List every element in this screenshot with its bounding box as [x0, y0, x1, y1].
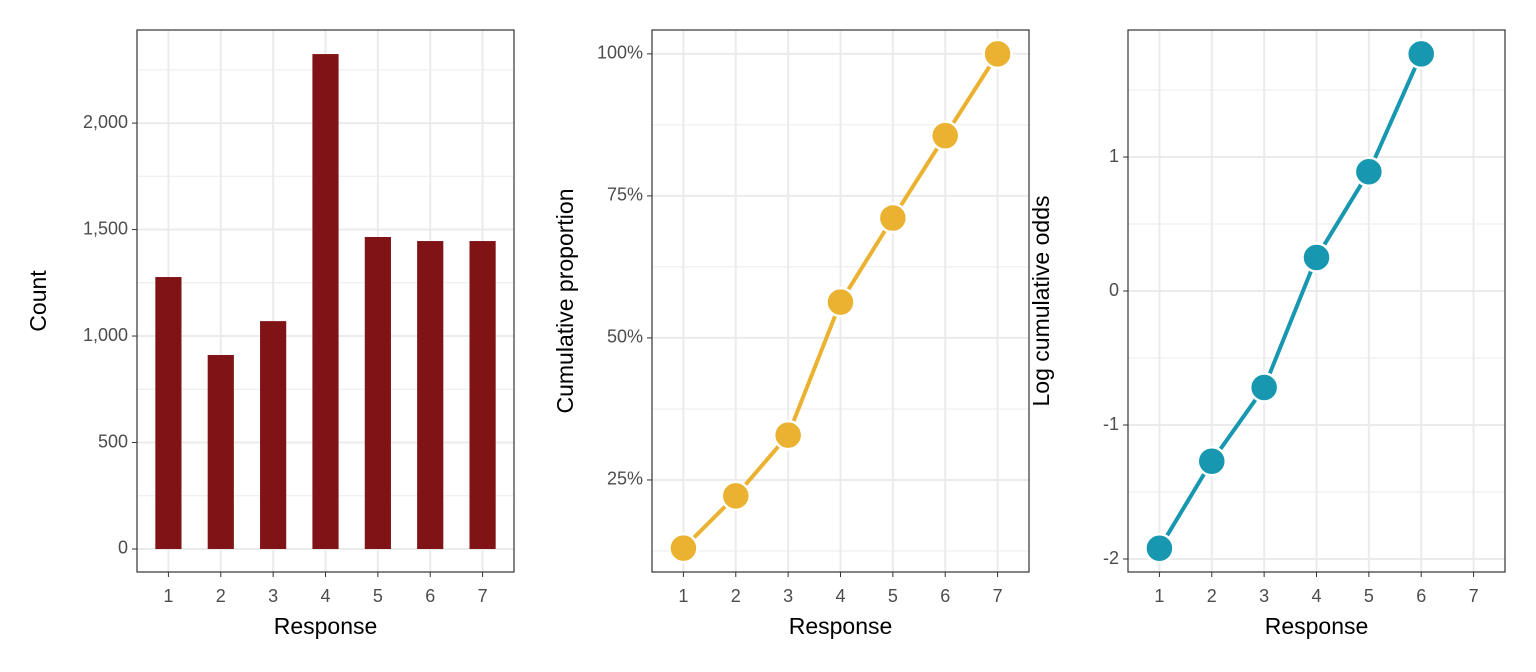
- x-tick-label: 4: [1311, 586, 1321, 606]
- point: [1301, 242, 1332, 273]
- point: [772, 419, 804, 451]
- x-axis-title: Response: [789, 613, 893, 639]
- x-axis-title: Response: [274, 613, 378, 639]
- y-tick-label: 1,000: [83, 325, 128, 345]
- bar: [207, 354, 234, 549]
- y-tick-label: 25%: [607, 469, 643, 489]
- x-tick-label: 4: [320, 586, 330, 606]
- x-tick-label: 6: [940, 586, 950, 606]
- x-tick-label: 5: [888, 586, 898, 606]
- bar: [312, 54, 339, 549]
- point: [1196, 445, 1228, 477]
- panel-border: [651, 29, 1030, 573]
- x-tick-label: 1: [163, 586, 173, 606]
- point: [929, 120, 961, 151]
- x-tick-label: 4: [835, 586, 845, 606]
- bar: [417, 241, 444, 549]
- y-tick-label: -1: [1103, 414, 1119, 434]
- x-tick-label: 1: [678, 586, 688, 606]
- x-tick-label: 2: [216, 586, 226, 606]
- y-axis-title: Log cumulative odds: [1028, 196, 1054, 407]
- y-tick-label: 75%: [607, 185, 643, 205]
- point: [825, 286, 856, 318]
- point: [1353, 156, 1385, 188]
- point: [720, 480, 752, 512]
- bar: [155, 277, 182, 549]
- panel-border: [1127, 29, 1506, 573]
- x-tick-label: 6: [1416, 586, 1426, 606]
- line: [1157, 53, 1424, 550]
- y-tick-label: 50%: [607, 327, 643, 347]
- y-tick-label: 500: [98, 431, 128, 451]
- point: [668, 532, 699, 564]
- x-tick-label: 1: [1154, 586, 1164, 606]
- x-tick-label: 2: [731, 586, 741, 606]
- bar: [260, 321, 287, 549]
- y-tick-label: 0: [1109, 280, 1119, 300]
- x-tick-label: 3: [783, 586, 793, 606]
- y-tick-label: 2,000: [83, 112, 128, 132]
- point: [982, 38, 1013, 70]
- y-tick-label: 1: [1109, 146, 1119, 166]
- y-axis-title: Count: [25, 270, 51, 332]
- point: [877, 202, 909, 234]
- point: [1248, 372, 1280, 403]
- y-tick-label: -2: [1103, 548, 1119, 568]
- x-tick-label: 7: [1469, 586, 1479, 606]
- bar: [364, 237, 391, 549]
- x-tick-label: 7: [478, 586, 488, 606]
- point: [1144, 533, 1175, 564]
- point: [1405, 38, 1437, 70]
- y-tick-label: 0: [118, 538, 128, 558]
- x-axis-title: Response: [1265, 613, 1369, 639]
- y-axis-title: Cumulative proportion: [552, 188, 578, 413]
- x-tick-label: 3: [268, 586, 278, 606]
- y-tick-label: 1,500: [83, 218, 128, 238]
- x-tick-label: 3: [1259, 586, 1269, 606]
- x-tick-label: 5: [373, 586, 383, 606]
- bar: [469, 241, 496, 549]
- y-tick-label: 100%: [597, 43, 643, 63]
- x-tick-label: 7: [993, 586, 1003, 606]
- x-tick-label: 5: [1364, 586, 1374, 606]
- panel-border: [136, 29, 515, 573]
- x-tick-label: 6: [425, 586, 435, 606]
- x-tick-label: 2: [1207, 586, 1217, 606]
